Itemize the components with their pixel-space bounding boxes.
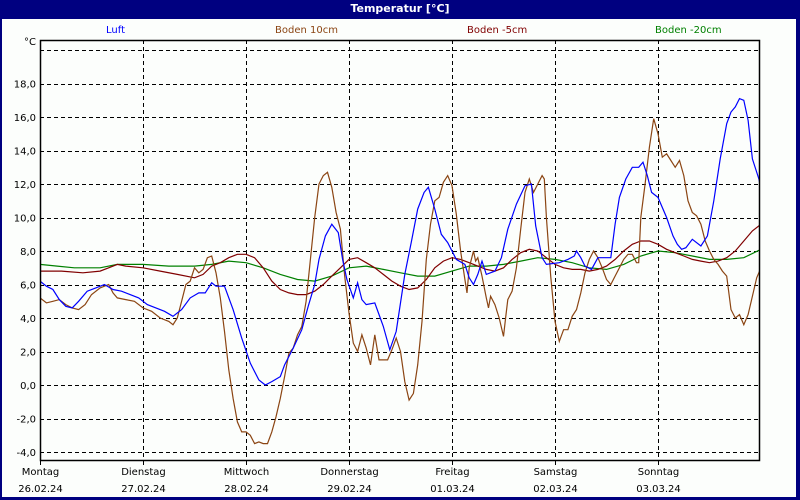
y-tick-label: 16,0 bbox=[14, 113, 36, 124]
y-tick-label: 0,0 bbox=[20, 381, 36, 392]
y-tick-label: -4,0 bbox=[16, 448, 36, 459]
legend-boden-minus5cm: Boden -5cm bbox=[467, 25, 528, 36]
y-tick-label: -2,0 bbox=[16, 415, 36, 426]
x-tick-day: Mittwoch bbox=[224, 467, 269, 478]
chart-panel: Luft Boden 10cm Boden -5cm Boden -20cm bbox=[2, 19, 796, 497]
chart-title: Temperatur [°C] bbox=[0, 0, 800, 19]
y-tick-label: 8,0 bbox=[20, 247, 36, 258]
y-tick-label: 12,0 bbox=[14, 180, 36, 191]
plot-frame bbox=[39, 39, 761, 462]
y-tick-label: 18,0 bbox=[14, 80, 36, 91]
x-tick-date: 28.02.24 bbox=[224, 484, 269, 495]
series-line-luft bbox=[40, 97, 760, 386]
x-tick-date: 01.03.24 bbox=[430, 484, 475, 495]
x-tick-day: Sonntag bbox=[638, 467, 680, 478]
x-tick-date: 29.02.24 bbox=[327, 484, 372, 495]
x-tick-day: Freitag bbox=[435, 467, 469, 478]
y-tick-label: 14,0 bbox=[14, 147, 36, 158]
y-tick-label: 2,0 bbox=[20, 348, 36, 359]
legend-luft: Luft bbox=[106, 25, 125, 36]
x-tick-date: 27.02.24 bbox=[121, 484, 166, 495]
legend-boden-minus20cm: Boden -20cm bbox=[655, 25, 722, 36]
y-tick-label: 10,0 bbox=[14, 214, 36, 225]
legend-boden-10cm: Boden 10cm bbox=[275, 25, 338, 36]
y-tick-label: 6,0 bbox=[20, 281, 36, 292]
series-line-boden-5cm bbox=[40, 224, 760, 296]
x-tick-day: Dienstag bbox=[121, 467, 166, 478]
x-tick-date: 02.03.24 bbox=[533, 484, 578, 495]
x-tick-day: Samstag bbox=[534, 467, 578, 478]
x-tick-day: Montag bbox=[22, 467, 59, 478]
y-tick-label: 4,0 bbox=[20, 314, 36, 325]
y-axis-unit: °C bbox=[24, 37, 36, 48]
x-tick-date: 03.03.24 bbox=[636, 484, 681, 495]
series-line-boden-10cm bbox=[40, 118, 760, 445]
series-line-boden-20cm bbox=[40, 249, 760, 282]
x-tick-date: 26.02.24 bbox=[18, 484, 63, 495]
x-tick-day: Donnerstag bbox=[320, 467, 378, 478]
